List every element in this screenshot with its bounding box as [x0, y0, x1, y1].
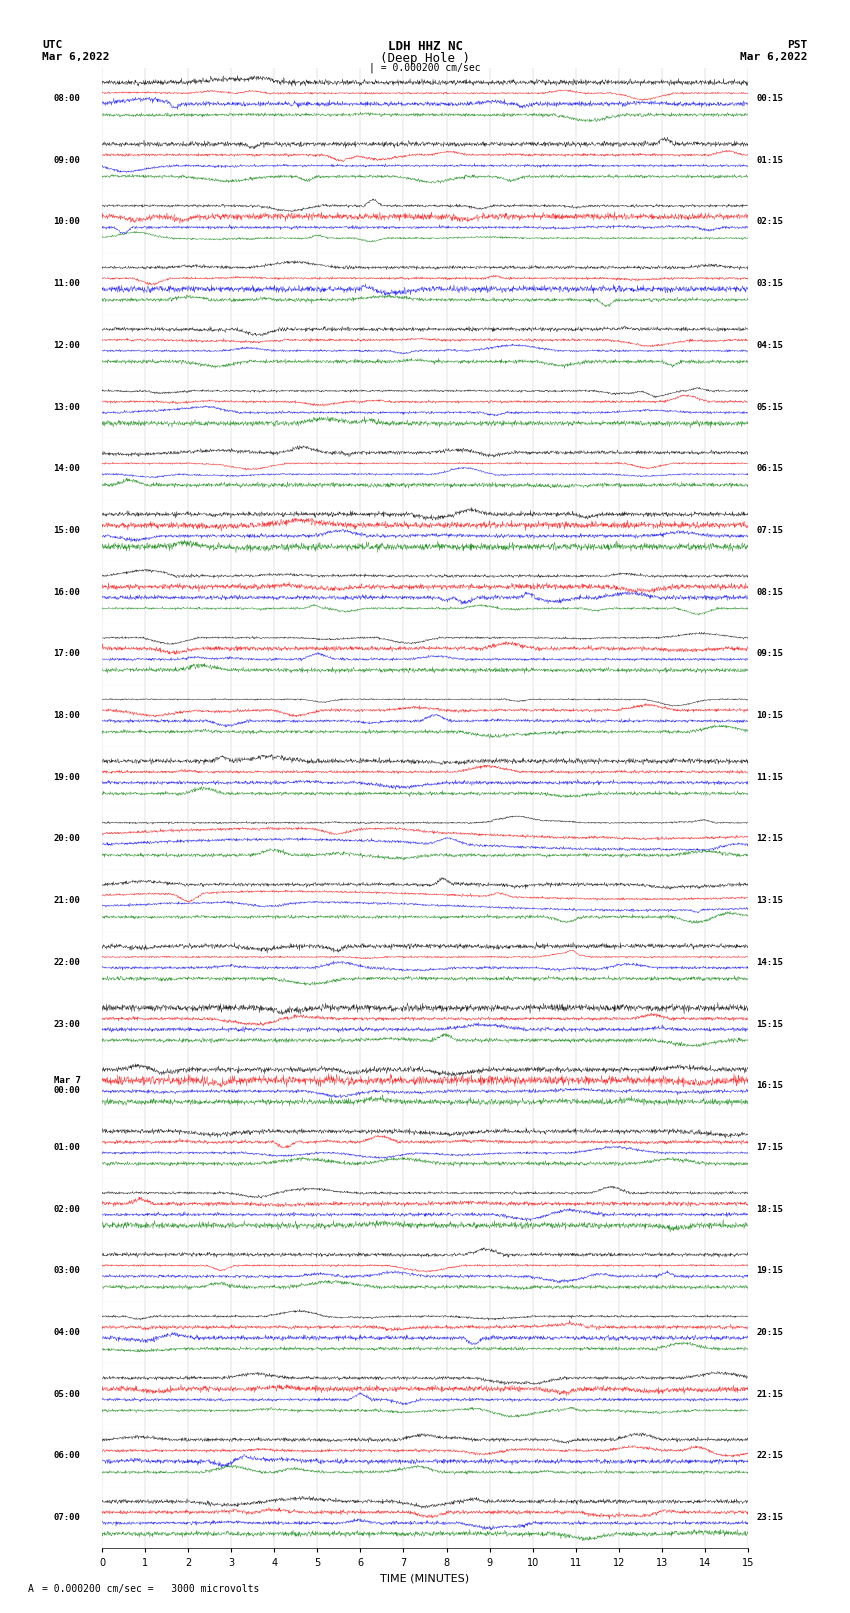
Text: 15:15: 15:15 [756, 1019, 784, 1029]
Text: 18:00: 18:00 [54, 711, 81, 719]
Text: PST: PST [787, 40, 808, 50]
Text: A: A [28, 1584, 34, 1594]
Text: 10:00: 10:00 [54, 218, 81, 226]
Text: 09:00: 09:00 [54, 156, 81, 165]
Text: 05:15: 05:15 [756, 403, 784, 411]
Text: 08:00: 08:00 [54, 94, 81, 103]
Text: 21:15: 21:15 [756, 1390, 784, 1398]
Text: 19:15: 19:15 [756, 1266, 784, 1276]
Text: 14:00: 14:00 [54, 465, 81, 473]
Text: 06:15: 06:15 [756, 465, 784, 473]
Text: 01:00: 01:00 [54, 1144, 81, 1152]
Text: 22:00: 22:00 [54, 958, 81, 966]
X-axis label: TIME (MINUTES): TIME (MINUTES) [381, 1573, 469, 1582]
Text: 23:00: 23:00 [54, 1019, 81, 1029]
Text: 11:00: 11:00 [54, 279, 81, 289]
Text: 17:00: 17:00 [54, 650, 81, 658]
Text: 11:15: 11:15 [756, 773, 784, 782]
Text: Mar 6,2022: Mar 6,2022 [42, 52, 110, 61]
Text: LDH HHZ NC: LDH HHZ NC [388, 40, 462, 53]
Text: 22:15: 22:15 [756, 1452, 784, 1460]
Text: = 0.000200 cm/sec =   3000 microvolts: = 0.000200 cm/sec = 3000 microvolts [42, 1584, 260, 1594]
Text: UTC: UTC [42, 40, 63, 50]
Text: 20:00: 20:00 [54, 834, 81, 844]
Text: 01:15: 01:15 [756, 156, 784, 165]
Text: 16:00: 16:00 [54, 587, 81, 597]
Text: 07:00: 07:00 [54, 1513, 81, 1523]
Text: 13:00: 13:00 [54, 403, 81, 411]
Text: 04:15: 04:15 [756, 340, 784, 350]
Text: | = 0.000200 cm/sec: | = 0.000200 cm/sec [369, 63, 481, 74]
Text: 17:15: 17:15 [756, 1144, 784, 1152]
Text: 14:15: 14:15 [756, 958, 784, 966]
Text: 10:15: 10:15 [756, 711, 784, 719]
Text: 09:15: 09:15 [756, 650, 784, 658]
Text: 06:00: 06:00 [54, 1452, 81, 1460]
Text: 15:00: 15:00 [54, 526, 81, 536]
Text: 08:15: 08:15 [756, 587, 784, 597]
Text: 12:15: 12:15 [756, 834, 784, 844]
Text: 18:15: 18:15 [756, 1205, 784, 1213]
Text: 00:15: 00:15 [756, 94, 784, 103]
Text: 21:00: 21:00 [54, 897, 81, 905]
Text: 16:15: 16:15 [756, 1081, 784, 1090]
Text: 19:00: 19:00 [54, 773, 81, 782]
Text: 02:00: 02:00 [54, 1205, 81, 1213]
Text: 23:15: 23:15 [756, 1513, 784, 1523]
Text: 04:00: 04:00 [54, 1327, 81, 1337]
Text: 03:15: 03:15 [756, 279, 784, 289]
Text: 13:15: 13:15 [756, 897, 784, 905]
Text: 12:00: 12:00 [54, 340, 81, 350]
Text: 05:00: 05:00 [54, 1390, 81, 1398]
Text: Mar 6,2022: Mar 6,2022 [740, 52, 808, 61]
Text: Mar 7
00:00: Mar 7 00:00 [54, 1076, 81, 1095]
Text: 02:15: 02:15 [756, 218, 784, 226]
Text: 07:15: 07:15 [756, 526, 784, 536]
Text: (Deep Hole ): (Deep Hole ) [380, 52, 470, 65]
Text: 20:15: 20:15 [756, 1327, 784, 1337]
Text: 03:00: 03:00 [54, 1266, 81, 1276]
